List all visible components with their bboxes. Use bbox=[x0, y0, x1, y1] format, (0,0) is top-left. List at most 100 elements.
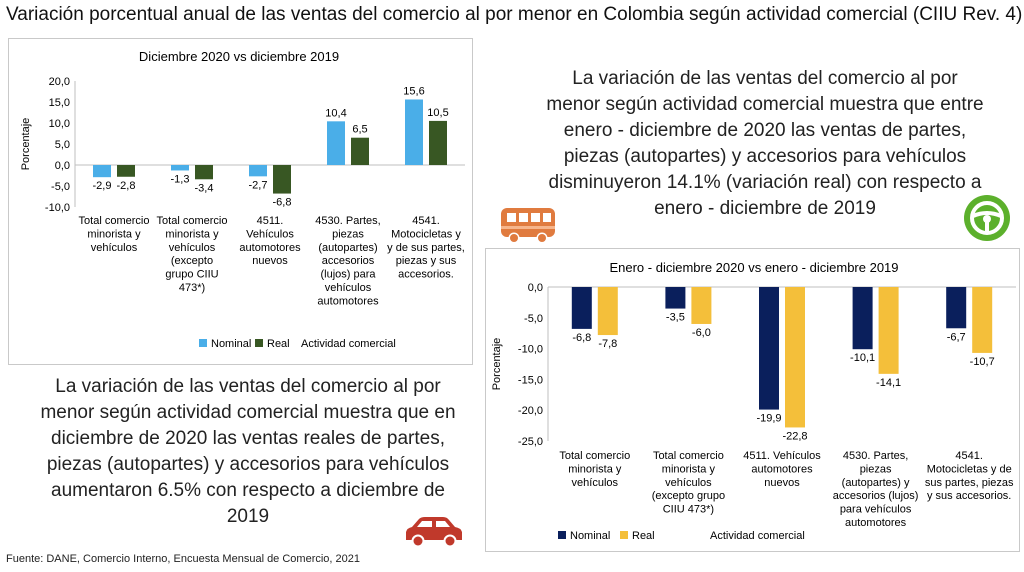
legend-swatch-nominal bbox=[558, 531, 566, 539]
data-label: -2,9 bbox=[93, 180, 112, 192]
category-label: (lujos) para bbox=[320, 269, 376, 281]
category-label: automotores bbox=[239, 242, 301, 254]
data-label: -2,7 bbox=[249, 179, 268, 191]
category-label: 4530. Partes, bbox=[315, 215, 380, 227]
category-label: accesorios (lujos) bbox=[833, 490, 919, 502]
summary-text-annual: La variación de las ventas del comercio … bbox=[546, 68, 984, 219]
category-label: y de sus partes, bbox=[387, 242, 465, 254]
category-label: Total comercio bbox=[157, 215, 228, 227]
category-label: nuevos bbox=[764, 477, 800, 489]
bar-real-4 bbox=[878, 287, 899, 374]
category-label: minorista y bbox=[662, 463, 716, 475]
data-label: -2,8 bbox=[117, 180, 136, 192]
bar-real-5 bbox=[429, 120, 447, 165]
y-tick-label: 0,0 bbox=[55, 160, 70, 172]
category-label: minorista y bbox=[165, 228, 219, 240]
bar-real-2 bbox=[691, 287, 712, 324]
y-axis-label: Porcentaje bbox=[20, 118, 32, 171]
bus-icon bbox=[501, 208, 555, 244]
legend-label-real: Real bbox=[632, 530, 655, 542]
y-tick-label: 15,0 bbox=[49, 97, 70, 109]
bar-nominal-4 bbox=[852, 287, 873, 350]
y-tick-label: -25,0 bbox=[518, 436, 543, 448]
category-label: Total comercio bbox=[559, 450, 630, 462]
bar-nominal-1 bbox=[571, 287, 592, 329]
bar-nominal-4 bbox=[327, 121, 345, 165]
bar-real-3 bbox=[273, 165, 291, 194]
legend-swatch-nominal bbox=[199, 339, 207, 347]
category-label: automotores bbox=[751, 463, 813, 475]
chart-title: Enero - diciembre 2020 vs enero - diciem… bbox=[609, 260, 898, 275]
chart-panel-annual: Enero - diciembre 2020 vs enero - diciem… bbox=[485, 248, 1020, 552]
data-label: -3,4 bbox=[195, 182, 214, 194]
data-label: -6,0 bbox=[692, 327, 711, 339]
category-label: 4530. Partes, bbox=[843, 450, 908, 462]
data-label: -6,8 bbox=[273, 197, 292, 209]
bar-real-1 bbox=[117, 165, 135, 177]
bar-nominal-5 bbox=[946, 287, 967, 329]
category-label: para vehículos bbox=[840, 504, 912, 516]
bar-real-3 bbox=[785, 287, 805, 428]
bar-nominal-2 bbox=[171, 165, 189, 171]
category-label: vehículos bbox=[325, 282, 372, 294]
bar-real-1 bbox=[597, 287, 618, 336]
category-label: Motocicletas y de bbox=[927, 463, 1012, 475]
y-tick-label: 10,0 bbox=[49, 118, 70, 130]
data-label: -10,1 bbox=[850, 352, 875, 364]
category-label: piezas bbox=[332, 228, 364, 240]
x-axis-label: Actividad comercial bbox=[301, 338, 396, 350]
category-label: Vehículos bbox=[246, 228, 294, 240]
data-label: -14,1 bbox=[876, 377, 901, 389]
category-label: 4511. Vehículos bbox=[743, 450, 821, 462]
category-label: sus partes, piezas bbox=[925, 477, 1014, 489]
bar-nominal-1 bbox=[93, 165, 111, 178]
category-label: vehículos bbox=[572, 477, 619, 489]
category-label: (excepto grupo bbox=[652, 490, 725, 502]
category-label: grupo CIIU bbox=[165, 269, 218, 281]
data-label: -1,3 bbox=[171, 173, 190, 185]
category-label: 4541. bbox=[412, 215, 440, 227]
chart-panel-december: Diciembre 2020 vs diciembre 2019 -10,0 -5,… bbox=[8, 38, 473, 365]
bar-nominal-3 bbox=[249, 165, 267, 177]
category-label: minorista y bbox=[87, 228, 141, 240]
category-label: Motocicletas y bbox=[391, 228, 461, 240]
category-label: accesorios bbox=[322, 255, 375, 267]
bar-real-2 bbox=[195, 165, 213, 180]
page-title: Variación porcentual anual de las ventas… bbox=[6, 4, 1023, 25]
data-label: 10,4 bbox=[325, 107, 346, 119]
category-label: 4541. bbox=[955, 450, 983, 462]
category-label: nuevos bbox=[252, 255, 288, 267]
data-label: 15,6 bbox=[403, 85, 424, 97]
data-label: -6,8 bbox=[572, 332, 591, 344]
category-label: vehículos bbox=[665, 477, 712, 489]
y-tick-label: -15,0 bbox=[518, 374, 543, 386]
category-label: Total comercio bbox=[79, 215, 150, 227]
category-label: piezas bbox=[860, 463, 892, 475]
data-label: -22,8 bbox=[782, 430, 807, 442]
legend-swatch-real bbox=[255, 339, 263, 347]
category-label: vehículos bbox=[169, 242, 216, 254]
chart-annual-svg: Enero - diciembre 2020 vs enero - diciem… bbox=[491, 260, 1016, 542]
legend-label-nominal: Nominal bbox=[570, 530, 610, 542]
bar-nominal-2 bbox=[665, 287, 686, 309]
category-label: 473*) bbox=[179, 282, 205, 294]
chart-title: Diciembre 2020 vs diciembre 2019 bbox=[139, 49, 339, 64]
summary-text-december: La variación de las ventas del comercio … bbox=[40, 376, 456, 527]
category-label: vehículos bbox=[91, 242, 138, 254]
category-label: 4511. bbox=[257, 215, 284, 227]
category-label: y sus accesorios. bbox=[927, 490, 1011, 502]
y-tick-label: -10,0 bbox=[45, 202, 70, 214]
source-note: Fuente: DANE, Comercio Interno, Encuesta… bbox=[6, 553, 361, 565]
data-label: -6,7 bbox=[947, 331, 966, 343]
category-label: automotores bbox=[845, 517, 907, 529]
y-tick-label: 5,0 bbox=[55, 139, 70, 151]
bar-real-4 bbox=[351, 137, 369, 165]
chart-december-svg: Diciembre 2020 vs diciembre 2019 -10,0 -5,… bbox=[20, 49, 465, 350]
x-axis-label: Actividad comercial bbox=[710, 530, 805, 542]
y-tick-label: 0,0 bbox=[528, 282, 543, 294]
legend-label-nominal: Nominal bbox=[211, 338, 251, 350]
data-label: -3,5 bbox=[666, 312, 685, 324]
category-label: minorista y bbox=[568, 463, 622, 475]
category-label: (autopartes) bbox=[318, 242, 377, 254]
category-label: (excepto bbox=[171, 255, 213, 267]
